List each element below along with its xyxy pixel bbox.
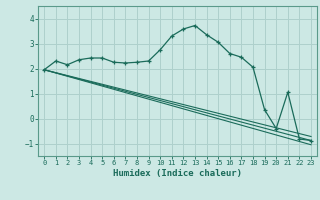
X-axis label: Humidex (Indice chaleur): Humidex (Indice chaleur) [113, 169, 242, 178]
